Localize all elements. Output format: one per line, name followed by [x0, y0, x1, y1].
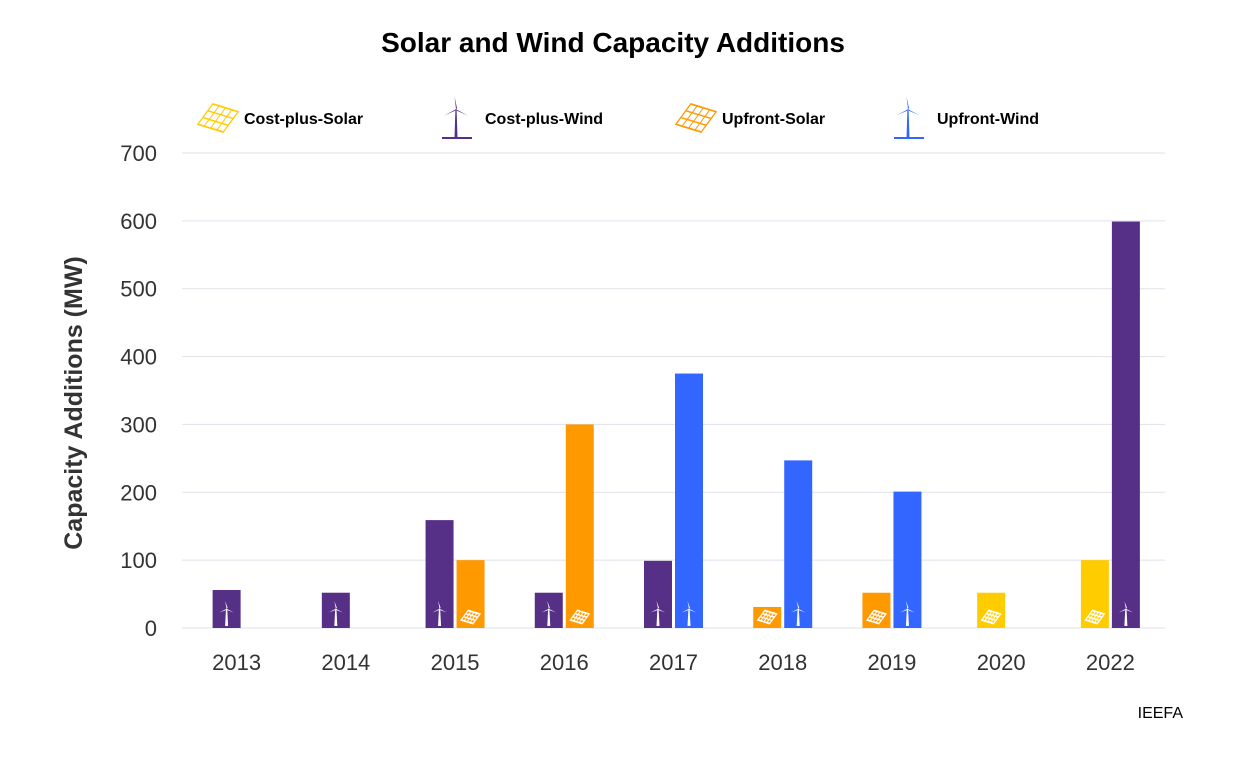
- gridlines: [182, 152, 1165, 629]
- x-tick-label: 2016: [540, 650, 589, 675]
- x-tick-label: 2015: [431, 650, 480, 675]
- x-axis-ticks: 2013 2014 2015 2016 2017 2018 2019 2020 2022: [212, 650, 1135, 675]
- bars: [212, 221, 1140, 629]
- legend-wind-turbine-icon: [444, 96, 468, 138]
- solar-panel-icon: [569, 609, 591, 625]
- y-tick-label: 300: [120, 412, 157, 437]
- solar-panel-icon: [756, 609, 778, 625]
- legend-wind-turbine-icon: [896, 96, 920, 138]
- bar-upfront-solar-2016: [565, 424, 594, 628]
- legend: Cost-plus-Solar Cost-plus-Wind Upfront-Sol…: [196, 96, 1039, 139]
- y-tick-label: 500: [120, 277, 157, 302]
- wind-turbine-icon: [791, 601, 806, 626]
- wind-turbine-icon: [541, 601, 556, 626]
- wind-turbine-icon: [900, 601, 915, 626]
- x-tick-label: 2020: [977, 650, 1026, 675]
- x-tick-label: 2019: [867, 650, 916, 675]
- wind-turbine-icon: [650, 601, 666, 626]
- bar-upfront-wind-2018: [784, 460, 813, 628]
- x-tick-label: 2014: [321, 650, 370, 675]
- x-tick-label: 2017: [649, 650, 698, 675]
- solar-panel-icon: [459, 609, 482, 625]
- wind-turbine-icon: [328, 601, 344, 626]
- x-tick-label: 2022: [1086, 650, 1135, 675]
- wind-turbine-icon: [681, 601, 697, 626]
- legend-label: Cost-plus-Wind: [485, 111, 603, 128]
- y-tick-label: 600: [120, 209, 157, 234]
- wind-turbine-icon: [432, 601, 447, 626]
- y-axis-label: Capacity Additions (MW): [60, 256, 88, 550]
- y-tick-label: 0: [145, 616, 157, 641]
- legend-solar-panel-icon: [674, 103, 718, 133]
- solar-panel-icon: [865, 609, 888, 625]
- bar-upfront-wind-2017: [675, 373, 703, 628]
- x-tick-label: 2018: [758, 650, 807, 675]
- x-tick-label: 2013: [212, 650, 261, 675]
- chart-title: Solar and Wind Capacity Additions: [381, 27, 845, 58]
- wind-turbine-icon: [1118, 601, 1134, 626]
- legend-label: Cost-plus-Solar: [244, 111, 363, 128]
- y-tick-label: 700: [120, 141, 157, 166]
- legend-label: Upfront-Solar: [722, 111, 825, 128]
- legend-label: Upfront-Wind: [937, 111, 1039, 128]
- y-tick-label: 200: [120, 480, 157, 505]
- source-label: IEEFA: [1138, 705, 1184, 722]
- solar-panel-icon: [980, 609, 1002, 625]
- y-axis-ticks: 0 100 200 300 400 500 600 700: [120, 141, 157, 641]
- solar-panel-icon: [1084, 609, 1106, 625]
- bar-cost-plus-wind-2022: [1111, 221, 1140, 629]
- wind-turbine-icon: [219, 601, 234, 626]
- y-tick-label: 100: [120, 548, 157, 573]
- y-tick-label: 400: [120, 345, 157, 370]
- legend-solar-panel-icon: [196, 103, 240, 133]
